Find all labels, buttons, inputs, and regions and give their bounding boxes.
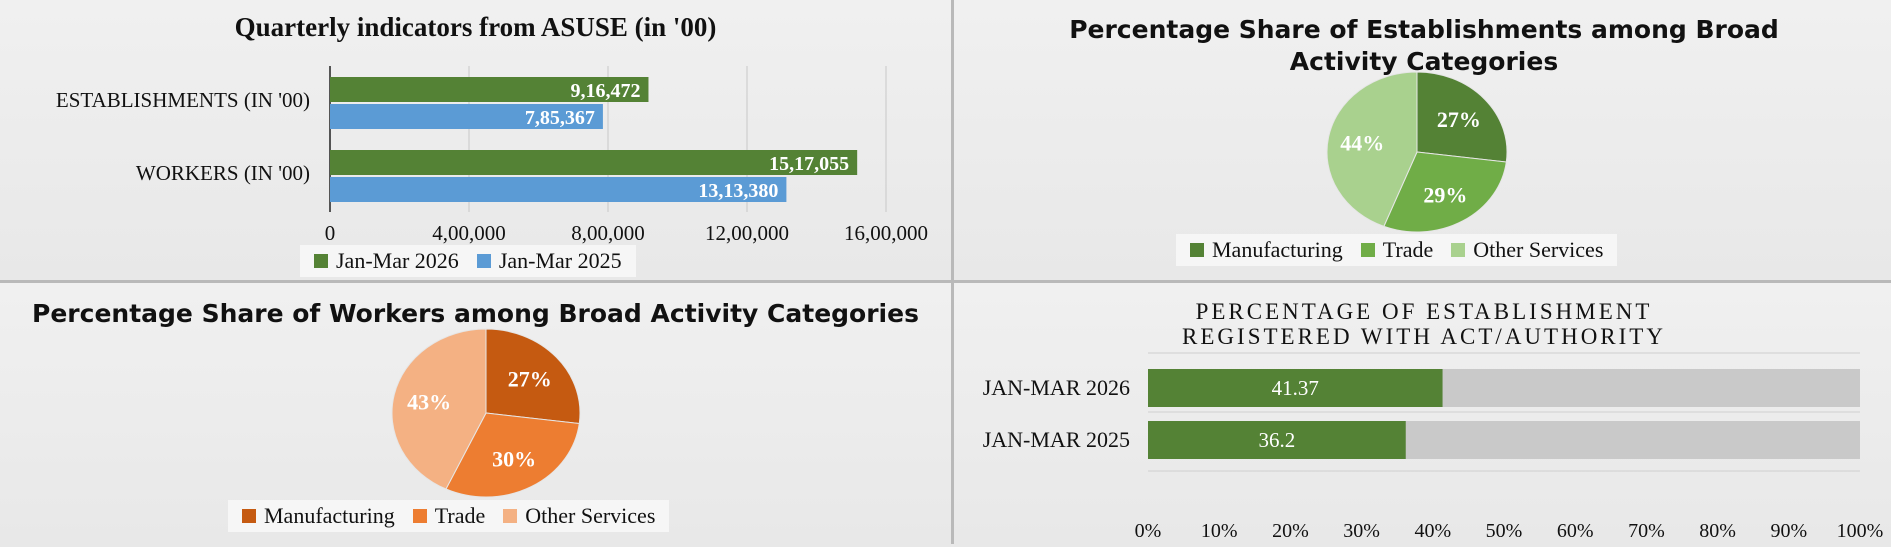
x-tick-label: 4,00,000: [432, 221, 506, 245]
bar: [330, 77, 649, 102]
pie-slice: [1383, 151, 1507, 233]
legend-label: Manufacturing: [1212, 237, 1343, 262]
legend-swatch: [412, 509, 427, 523]
bar: [330, 104, 603, 129]
chart-title: Percentage Share of Workers among Broad …: [32, 299, 919, 328]
legend-item: Jan-Mar 2026: [314, 248, 459, 274]
data-label: 41.37: [1272, 376, 1319, 400]
legend-swatch: [314, 254, 328, 268]
legend: Jan-Mar 2026 Jan-Mar 2025: [300, 245, 636, 277]
x-tick-label: 60%: [1557, 520, 1594, 542]
registration-bar-chart: JAN-MAR 2026 41.37 JAN-MAR 2025 36.2 0% 10% 20…: [983, 352, 1884, 542]
panel-establishment-share: Percentage Share of Establishments among…: [954, 0, 1891, 280]
pie-slice: [1416, 71, 1508, 163]
data-label: 7,85,367: [525, 107, 595, 129]
legend-label: Other Services: [525, 503, 656, 528]
x-tick-label: 50%: [1486, 520, 1523, 542]
x-tick-label: 0: [325, 221, 336, 245]
data-label: 13,13,380: [698, 180, 778, 202]
bar: [330, 177, 787, 202]
x-tick-label: 40%: [1414, 520, 1451, 542]
legend-item: Other Services: [1451, 237, 1603, 263]
legend-item: Jan-Mar 2025: [476, 248, 622, 274]
legend: Manufacturing Trade Other Services: [228, 500, 670, 532]
x-tick-label: 8,00,000: [571, 221, 645, 245]
legend-label: Other Services: [1473, 237, 1604, 262]
pie-slice: [485, 328, 581, 425]
chart-title: PERCENTAGE OF ESTABLISHMENT REGISTERED W…: [1182, 299, 1666, 349]
quarterly-bar-chart: 0 4,00,000 8,00,000 12,00,000 16,00,000 ESTAB…: [56, 66, 928, 245]
legend-item: Trade: [412, 503, 486, 529]
category-label: JAN-MAR 2025: [983, 427, 1130, 452]
slice-label: 30%: [492, 447, 536, 472]
panel-registration: PERCENTAGE OF ESTABLISHMENT REGISTERED W…: [954, 283, 1891, 547]
legend-swatch: [1360, 243, 1375, 257]
legend-swatch: [1451, 243, 1466, 257]
pie-slice: [391, 328, 487, 490]
legend-item: Manufacturing: [1190, 237, 1343, 263]
category-label: ESTABLISHMENTS (IN '00): [56, 88, 310, 112]
x-tick-label: 0%: [1135, 520, 1162, 542]
bar: [330, 150, 858, 175]
slice-label: 27%: [1437, 107, 1481, 132]
data-label: 15,17,055: [769, 153, 849, 175]
legend-label: Manufacturing: [264, 503, 395, 528]
bar: [1148, 369, 1443, 407]
data-label: 9,16,472: [570, 80, 640, 102]
x-tick-label: 12,00,000: [705, 221, 789, 245]
x-tick-label: 70%: [1628, 520, 1665, 542]
x-tick-label: 100%: [1837, 520, 1884, 542]
category-label: WORKERS (IN '00): [136, 161, 310, 185]
legend-swatch: [242, 509, 256, 523]
legend-swatch: [503, 509, 518, 523]
x-tick-label: 30%: [1343, 520, 1380, 542]
legend-label: Trade: [1382, 237, 1434, 262]
pie-slice: [445, 412, 580, 498]
legend-label: Trade: [434, 503, 486, 528]
slice-label: 27%: [508, 367, 552, 392]
slice-label: 29%: [1423, 183, 1467, 208]
x-tick-label: 20%: [1272, 520, 1309, 542]
legend-label: Jan-Mar 2026: [336, 248, 459, 273]
slice-label: 43%: [407, 390, 451, 415]
slice-label: 44%: [1340, 131, 1384, 156]
panel-quarterly-indicators: Quarterly indicators from ASUSE (in '00)…: [0, 0, 951, 280]
chart-title: Quarterly indicators from ASUSE (in '00): [234, 12, 717, 42]
legend-swatch: [1190, 243, 1204, 257]
establishment-pie-chart: 27% 29% 44%: [1326, 71, 1508, 233]
x-tick-label: 80%: [1699, 520, 1736, 542]
category-label: JAN-MAR 2026: [983, 375, 1130, 400]
bar: [1148, 421, 1406, 459]
chart-title: Percentage Share of Establishments among…: [1069, 15, 1779, 76]
legend-swatch: [476, 254, 491, 268]
legend-item: Other Services: [503, 503, 655, 529]
x-tick-label: 10%: [1201, 520, 1238, 542]
data-label: 36.2: [1258, 428, 1295, 452]
panel-worker-share: Percentage Share of Workers among Broad …: [0, 283, 951, 547]
worker-pie-chart: 27% 30% 43%: [391, 328, 581, 498]
pie-slice: [1326, 71, 1418, 228]
x-tick-label: 90%: [1770, 520, 1807, 542]
legend-label: Jan-Mar 2025: [498, 248, 622, 273]
legend-item: Trade: [1360, 237, 1434, 263]
legend-item: Manufacturing: [242, 503, 395, 529]
legend: Manufacturing Trade Other Services: [1176, 234, 1618, 266]
x-tick-label: 16,00,000: [844, 221, 928, 245]
